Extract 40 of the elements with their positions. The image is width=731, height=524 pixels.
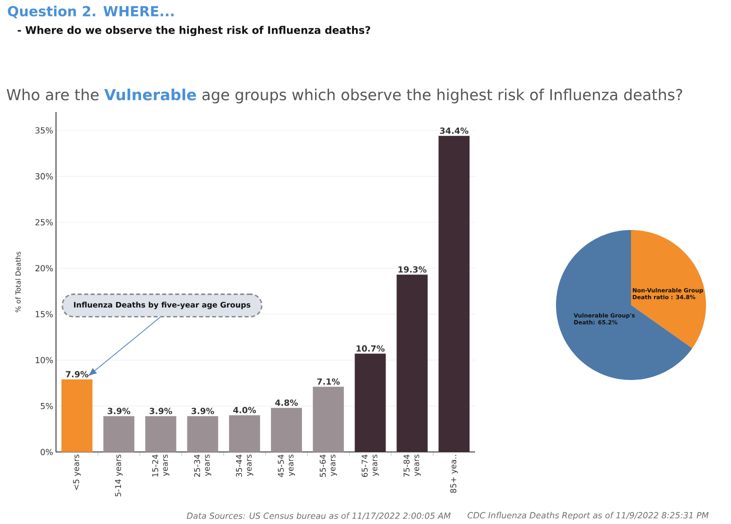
text: Question 2. WHERE... (8, 6, 174, 18)
x-tick-label: 65-74 years (362, 454, 379, 477)
y-tick-label: 10% (36, 356, 53, 364)
data-label: 4.8% (275, 400, 298, 406)
x-tick-label: <5 years (73, 454, 81, 490)
x-tick-label: 55-64 years (320, 454, 337, 477)
x-tick-label: 5-14 years (115, 454, 123, 496)
x-tick-label: 45-54 years (278, 454, 296, 478)
data-label: 7.1% (317, 378, 340, 385)
x-tick-label: 75-84 years (404, 454, 421, 477)
bar (270, 408, 302, 452)
y-tick-label: 30% (35, 173, 53, 180)
data-label: 19.3% (398, 266, 426, 273)
data-label: 7.9% (66, 371, 88, 378)
y-tick-label: 5% (40, 402, 53, 410)
y-tick-label: 35% (35, 127, 53, 134)
bar (145, 416, 176, 452)
bar (187, 416, 218, 452)
x-tick-label: 25-34 years (194, 454, 212, 477)
data-label: 3.9% (150, 408, 172, 414)
y-tick-label: 15% (36, 311, 53, 318)
text: - Where do we observe the highest risk of Influenza deaths? (18, 26, 370, 36)
data-label: 4.0% (233, 406, 256, 414)
bar (312, 386, 344, 452)
y-tick-label: 20% (35, 265, 53, 272)
text: CDC Influenza Deaths Report as of 11/9/2022 8:25:31 PM (468, 512, 709, 520)
x-tick-label: 35-44 years (236, 454, 254, 477)
x-tick-label: 85+ yea.. (450, 455, 458, 493)
y-tick-label: 25% (35, 219, 53, 226)
bar (229, 415, 260, 452)
data-label: 3.9% (108, 408, 130, 414)
data-label: 34.4% (440, 128, 468, 134)
bar (103, 416, 134, 452)
data-label: 10.7% (356, 345, 385, 352)
y-tick-label: 0% (40, 448, 53, 456)
bar (61, 379, 92, 452)
data-label: 3.9% (192, 408, 214, 414)
text: Data Sources: US Census bureau as of 11/17/2022 2:00:05 AM (186, 512, 451, 520)
chart-title: Who are the Vulnerable age groups which observe the highest risk of Influenza deaths? (6, 88, 682, 104)
x-tick-label: 15-24 years (152, 454, 170, 477)
